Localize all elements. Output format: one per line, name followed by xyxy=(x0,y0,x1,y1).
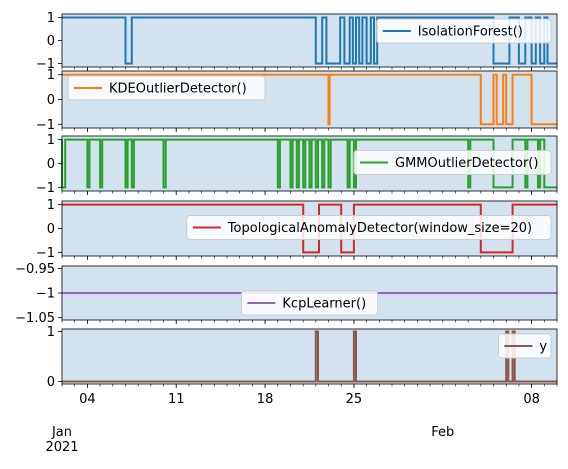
series-line xyxy=(62,330,557,383)
legend: IsolationForest() xyxy=(376,18,552,44)
y-tick-label: −1 xyxy=(36,57,55,72)
y-tick-label: 1 xyxy=(47,198,55,213)
y-tick-label: 1 xyxy=(47,325,55,340)
legend: y xyxy=(497,333,552,359)
legend: KcpLearner() xyxy=(240,290,379,316)
legend: TopologicalAnomalyDetector(window_size=2… xyxy=(186,215,552,240)
y-tick-label: −0.95 xyxy=(15,262,55,277)
panel-2: 1 0 −1 KDEOutlierDetector() xyxy=(36,68,558,133)
legend-label: KDEOutlierDetector() xyxy=(109,82,247,97)
x-period-label: Jan xyxy=(51,425,72,440)
y-tick-label: 0 xyxy=(47,93,55,108)
y-tick-label: 0 xyxy=(47,34,55,49)
y-tick-label: −1 xyxy=(36,287,55,302)
y-tick-label: 0 xyxy=(47,157,55,172)
y-tick-label: 0 xyxy=(47,222,55,237)
x-tick-label: 18 xyxy=(257,392,274,407)
legend-box xyxy=(376,18,552,44)
legend: KDEOutlierDetector() xyxy=(67,75,266,101)
panel-frame xyxy=(61,328,558,385)
legend-label: KcpLearner() xyxy=(282,297,366,312)
x-tick-label: 25 xyxy=(346,392,363,407)
series-line xyxy=(62,73,557,126)
panel-3: 1 0 −1 GMMOutlierDetector() xyxy=(36,133,558,196)
x-tick-label: 08 xyxy=(523,392,540,407)
panel-1: 1 0 −1 IsolationForest() xyxy=(36,11,558,72)
y-tick-label: −1 xyxy=(36,118,55,133)
legend: GMMOutlierDetector() xyxy=(353,150,552,175)
y-tick-label: −1 xyxy=(36,181,55,196)
y-tick-label: −1 xyxy=(36,246,55,261)
legend-box xyxy=(353,150,552,175)
legend-label: IsolationForest() xyxy=(418,25,523,40)
panel-6: 1 0 y xyxy=(47,325,558,390)
series-line xyxy=(62,203,557,254)
panel-shading xyxy=(62,329,557,384)
legend-label: y xyxy=(539,340,547,355)
y-tick-label: 0 xyxy=(47,375,55,390)
x-period-label: Feb xyxy=(431,425,454,440)
x-period-label: 2021 xyxy=(45,440,78,455)
legend-box xyxy=(67,75,266,101)
x-tick-label: 11 xyxy=(168,392,185,407)
y-tick-label: 1 xyxy=(47,11,55,26)
legend-label: GMMOutlierDetector() xyxy=(395,156,538,171)
panel-5: −0.95 −1 −1.05 KcpLearner() xyxy=(15,262,558,326)
panel-4: 1 0 −1 TopologicalAnomalyDetector(window_si… xyxy=(36,198,558,261)
x-tick-label: 04 xyxy=(79,392,96,407)
y-tick-label: −1.05 xyxy=(15,311,55,326)
legend-label: TopologicalAnomalyDetector(window_size=2… xyxy=(227,221,532,236)
legend-box xyxy=(186,215,552,240)
y-tick-label: 1 xyxy=(47,133,55,148)
series-line xyxy=(62,16,557,65)
y-tick-label: 1 xyxy=(47,68,55,83)
legend-box xyxy=(240,290,379,316)
